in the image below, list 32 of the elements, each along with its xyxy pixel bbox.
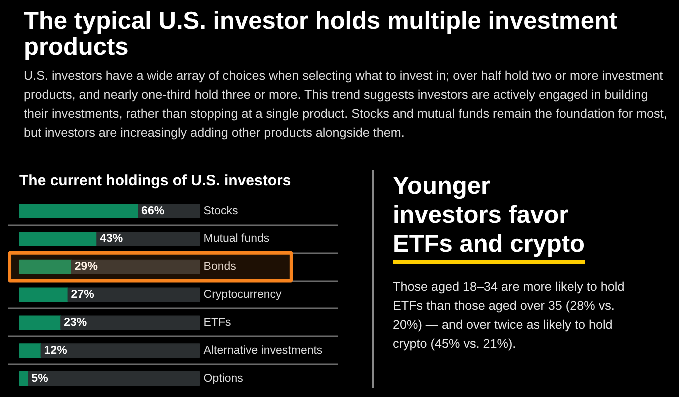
y-tick-label: Cryptocurrency [204,289,282,301]
bar [28,372,200,386]
data-label: 66% [142,205,165,218]
y-tick-label: Stocks [204,205,239,218]
text: U.S. investors have a wide array of choices when selecting what to invest in; over half hold two or more investment products, and nearly one-third hold three or more. This trend suggests investors are actively engaged in building their investments, rather than stopping at a single product. Stocks and mutual funds remain the foundation for most, but investors are increasingly adding other products alongside them. [24,68,668,142]
text: The typical U.S. investor holds multiple investment products [24,8,619,61]
data-label: 43% [100,233,124,246]
text: Younger investors favor ETFs and crypto [393,172,585,264]
data-label: 27% [71,289,94,301]
data-label: 12% [44,344,68,357]
bar [19,232,98,246]
bar [40,344,200,358]
bar [71,260,200,274]
y-tick-label: Options [204,372,244,385]
y-tick-label: Alternative investments [204,344,323,357]
bar [19,316,62,330]
bar [19,344,42,358]
bar [96,232,200,246]
chart-title: The current holdings of U.S. investors [20,172,292,190]
y-tick-label: Mutual funds [204,233,270,246]
bar [19,260,72,274]
y-tick-label: ETFs [204,316,232,329]
bar [19,288,69,302]
data-label: 5% [32,372,48,385]
y-tick-label: Bonds [204,261,237,274]
data-label: 23% [64,316,88,329]
bar [68,288,200,302]
data-label: 29% [74,261,98,274]
bar [60,316,200,330]
bar [19,204,140,218]
bar [19,372,30,386]
text: Those aged 18–34 are more likely to hold ETFs than those aged over 35 (28% vs. 20%) — and over twice as likely to hold crypto (45% vs. 21%). [393,279,626,353]
